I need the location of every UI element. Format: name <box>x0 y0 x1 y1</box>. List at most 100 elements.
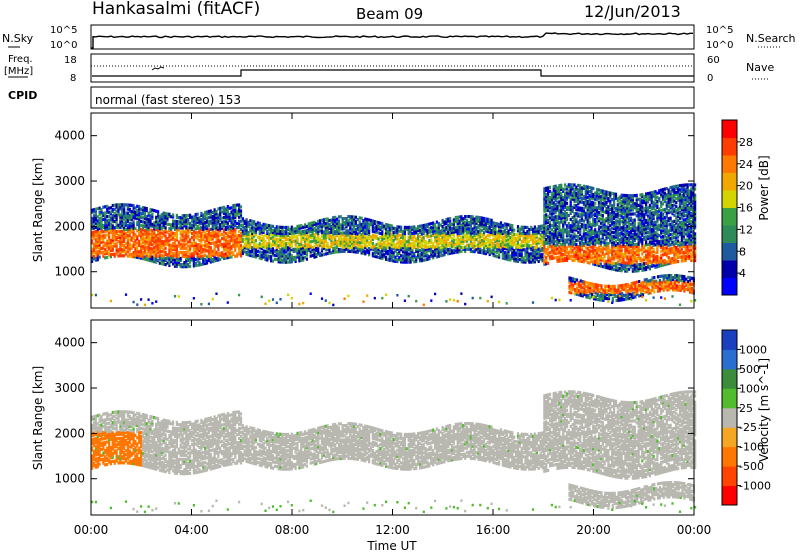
power-cell <box>337 215 341 219</box>
power-cell <box>403 254 406 258</box>
power-cell <box>407 242 410 246</box>
power-cell <box>336 240 339 244</box>
power-cell <box>104 229 107 233</box>
power-cell <box>251 227 254 231</box>
power-cell <box>189 223 192 228</box>
power-cell <box>396 237 399 241</box>
power-cell <box>449 247 452 251</box>
power-cell <box>330 218 333 222</box>
power-cell <box>597 192 601 196</box>
power-cell <box>172 215 175 219</box>
power-cell <box>134 253 137 257</box>
power-cell <box>111 238 114 242</box>
power-cell <box>332 218 335 222</box>
power-cell <box>435 249 438 253</box>
power-cell <box>328 235 331 239</box>
power-cell <box>337 250 341 254</box>
power-cell <box>126 250 129 254</box>
power-cell <box>151 212 154 216</box>
power-cell <box>173 262 177 266</box>
power-cell <box>100 224 103 228</box>
power-cell <box>140 254 143 258</box>
power-cell <box>187 232 190 236</box>
power-cell <box>266 258 269 262</box>
power-cell <box>104 252 107 256</box>
power-cell <box>254 251 258 255</box>
power-cell <box>292 229 295 233</box>
power-cell <box>232 214 235 218</box>
power-cell <box>157 220 160 224</box>
power-cell <box>339 243 342 247</box>
power-cell <box>251 238 254 242</box>
power-cell <box>390 228 393 232</box>
power-cell <box>194 241 197 245</box>
power-cell <box>153 253 156 258</box>
power-cell <box>556 214 559 219</box>
power-cell <box>407 229 410 234</box>
power-cell <box>175 228 178 232</box>
power-cell <box>300 248 303 252</box>
power-cell <box>130 230 133 234</box>
power-cell <box>207 220 210 224</box>
power-cell <box>326 225 329 229</box>
power-cell <box>113 211 116 215</box>
power-cell <box>545 248 548 252</box>
power-cell <box>140 230 143 234</box>
power-cell <box>420 224 423 228</box>
power-cell <box>222 252 226 256</box>
power-cell <box>345 229 348 233</box>
power-cell <box>124 250 128 254</box>
power-cell <box>352 225 356 229</box>
power-cell <box>202 223 205 227</box>
power-cell <box>341 219 344 223</box>
power-cell <box>260 236 263 240</box>
power-cell <box>349 215 352 219</box>
power-cell <box>296 241 299 245</box>
power-cell <box>260 242 263 246</box>
power-cell <box>330 224 333 228</box>
freq-left-tick-bottom: 8 <box>70 73 76 84</box>
power-cell <box>434 227 437 231</box>
power-cell <box>368 251 371 255</box>
power-cell <box>351 223 354 227</box>
power-cell <box>151 235 154 239</box>
power-cell <box>224 254 227 258</box>
power-cell <box>238 242 241 246</box>
power-cell <box>215 234 218 238</box>
power-cell <box>215 232 218 236</box>
power-cell <box>328 247 331 251</box>
power-cell <box>577 234 580 238</box>
power-cell <box>337 223 341 227</box>
power-cell <box>166 243 169 247</box>
power-cell <box>185 230 188 234</box>
power-cell <box>281 231 284 236</box>
power-cell <box>253 246 256 250</box>
power-cell <box>238 221 241 225</box>
power-cell <box>398 237 401 241</box>
power-cell <box>143 237 146 241</box>
power-cell <box>238 211 241 215</box>
power-cell <box>379 239 382 244</box>
power-cell <box>108 226 111 231</box>
power-cell <box>123 227 126 231</box>
power-cell <box>428 247 431 251</box>
power-cell <box>309 236 312 240</box>
power-cell <box>515 251 518 255</box>
power-cell <box>222 246 226 250</box>
power-cell <box>153 247 156 251</box>
power-cell <box>466 243 469 247</box>
power-cell <box>236 240 239 244</box>
power-cell <box>599 237 602 242</box>
power-cell <box>173 223 177 227</box>
power-cell <box>185 234 188 238</box>
power-cell <box>91 257 94 261</box>
power-cell <box>204 225 207 229</box>
power-cell <box>253 232 256 236</box>
power-cell <box>170 258 173 262</box>
power-cell <box>422 236 425 240</box>
power-cell <box>175 252 178 256</box>
power-cell <box>200 234 203 238</box>
power-cell <box>251 221 254 225</box>
power-cell <box>415 231 418 235</box>
power-cell <box>207 246 210 250</box>
